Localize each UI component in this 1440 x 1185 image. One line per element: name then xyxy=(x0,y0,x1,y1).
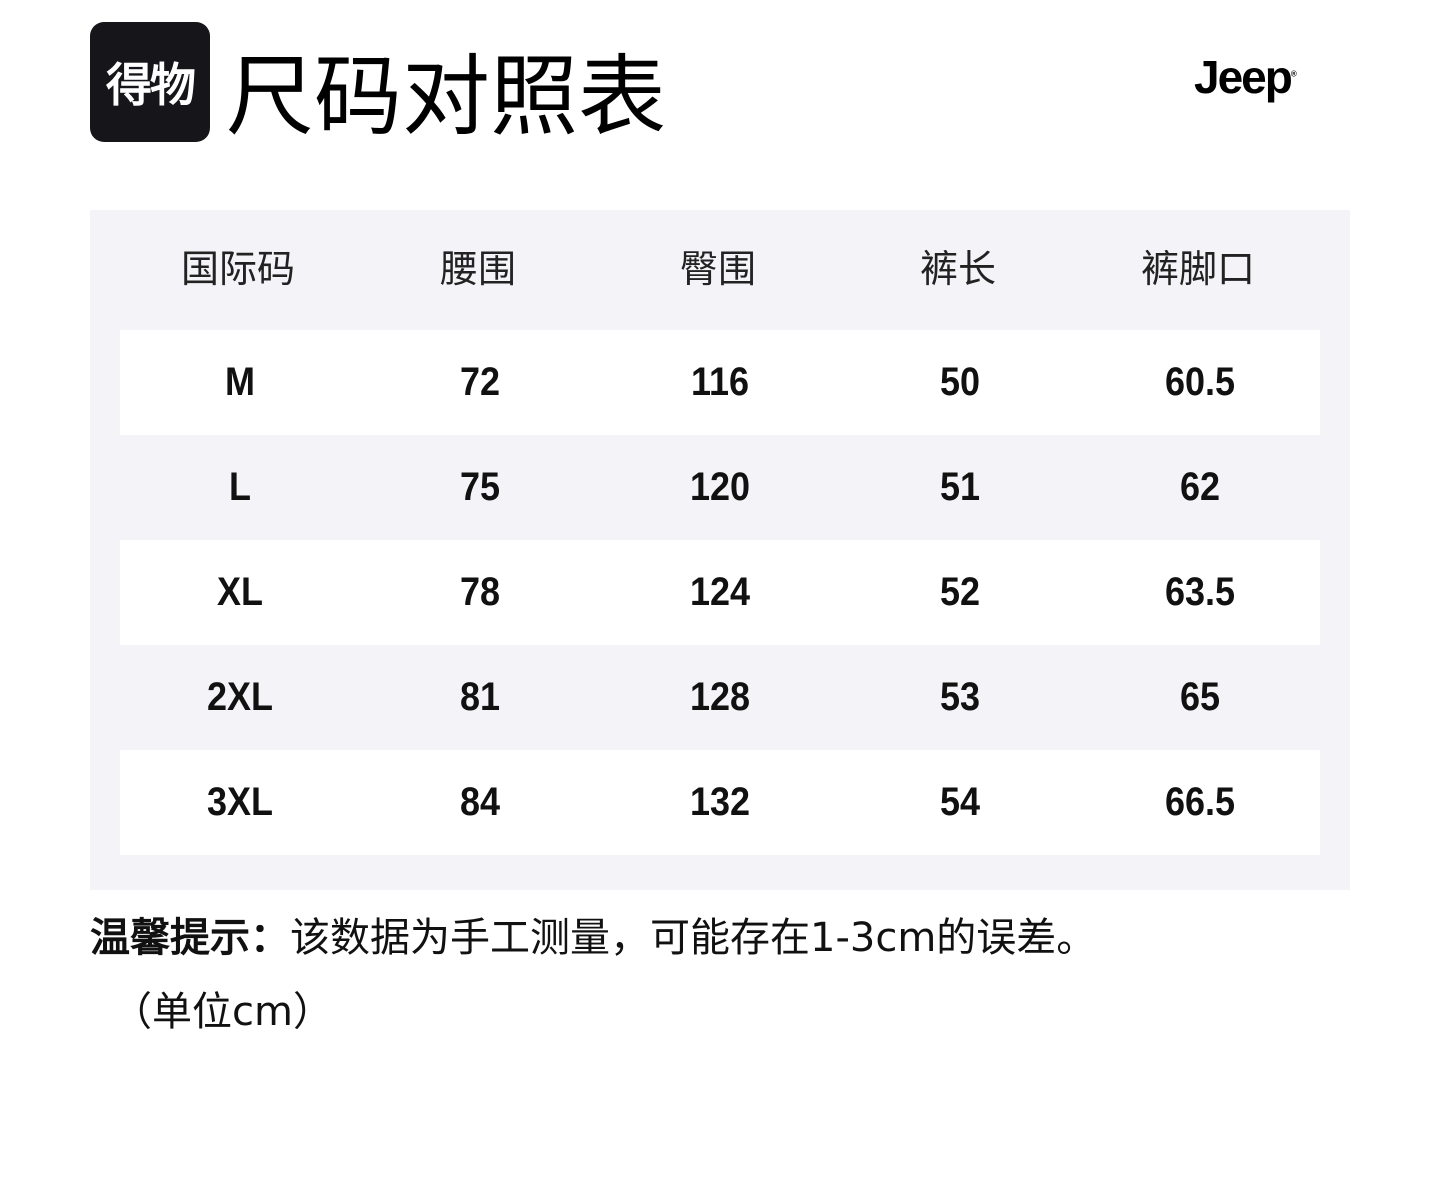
page-title: 尺码对照表 xyxy=(226,45,667,148)
table-cell: 52 xyxy=(939,570,981,614)
table-cell: 53 xyxy=(939,675,981,719)
table-cell: 54 xyxy=(939,780,981,824)
header-waist: 腰围 xyxy=(439,247,516,291)
table-cell: 78 xyxy=(459,570,501,614)
table-cell: M xyxy=(224,360,255,404)
header-length: 裤长 xyxy=(919,247,996,291)
unit-note: （单位cm） xyxy=(112,989,333,1035)
table-cell: 81 xyxy=(459,675,501,719)
table-cell: 72 xyxy=(459,360,501,404)
table-cell: 60.5 xyxy=(1164,360,1236,404)
table-cell: 50 xyxy=(939,360,981,404)
table-cell: 66.5 xyxy=(1164,780,1236,824)
table-row: M 72 116 50 60.5 xyxy=(120,330,1320,435)
table-row: L 75 120 51 62 xyxy=(120,435,1320,540)
table-cell: 84 xyxy=(459,780,501,824)
table-cell: 2XL xyxy=(206,675,274,719)
table-cell: 116 xyxy=(690,360,750,404)
table-cell: 124 xyxy=(689,570,751,614)
table-row: XL 78 124 52 63.5 xyxy=(120,540,1320,645)
note: 温馨提示：该数据为手工测量，可能存在1-3cm的误差。 xyxy=(90,910,1096,966)
header-size: 国际码 xyxy=(180,247,295,291)
table-cell: 51 xyxy=(939,465,981,509)
table-cell: 132 xyxy=(689,780,751,824)
table-cell: 3XL xyxy=(206,780,274,824)
table-cell: 75 xyxy=(459,465,501,509)
note-label: 温馨提示： xyxy=(90,915,290,961)
table-cell: 128 xyxy=(689,675,751,719)
table-cell: 65 xyxy=(1179,675,1221,719)
table-row: 3XL 84 132 54 66.5 xyxy=(120,750,1320,855)
table-cell: L xyxy=(229,465,251,509)
table-cell: 62 xyxy=(1179,465,1221,509)
note-text: 该数据为手工测量，可能存在1-3cm的误差。 xyxy=(290,915,1097,961)
table-row: 2XL 81 128 53 65 xyxy=(120,645,1320,750)
table-cell: XL xyxy=(216,570,264,614)
size-table: 国际码 腰围 臀围 裤长 裤脚口 M 72 116 50 60.5 L 75 120 51 62 X… xyxy=(90,210,1350,890)
table-cell: 120 xyxy=(689,465,751,509)
header-hip: 臀围 xyxy=(679,247,756,291)
table-header: 国际码 腰围 臀围 裤长 裤脚口 xyxy=(118,240,1318,298)
dewu-logo: 得物 xyxy=(90,22,210,142)
header-hem: 裤脚口 xyxy=(1140,247,1255,291)
table-cell: 63.5 xyxy=(1164,570,1236,614)
jeep-logo: Jeep® xyxy=(1194,51,1297,103)
